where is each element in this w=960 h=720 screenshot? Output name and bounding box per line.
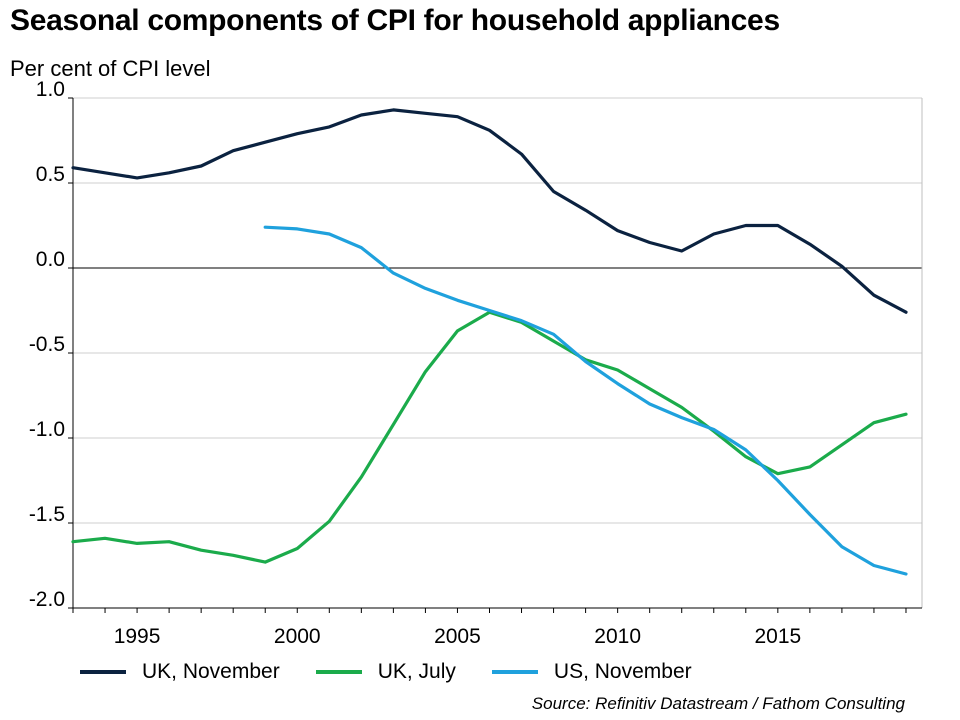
legend-swatch-us-november [491, 670, 538, 674]
x-tick-label-2000: 2000 [274, 625, 321, 648]
legend-item-uk-july: UK, July [315, 660, 456, 684]
x-tick-label-2010: 2010 [594, 625, 641, 648]
legend-swatch-uk-july [315, 670, 362, 674]
y-tick-label-0: 1.0 [36, 78, 65, 101]
legend-label-uk-july: UK, July [377, 660, 456, 683]
x-tick-label-1995: 1995 [114, 625, 161, 648]
y-tick-label-6: -2.0 [29, 588, 65, 611]
y-tick-label-1: 0.5 [36, 163, 65, 186]
series-line-uk-november [71, 108, 908, 314]
y-tick-label-5: -1.5 [29, 503, 65, 526]
legend-label-uk-november: UK, November [142, 660, 280, 683]
chart-title: Seasonal components of CPI for household… [10, 4, 780, 37]
series-line-us-november [263, 225, 908, 576]
chart-subtitle: Per cent of CPI level [10, 56, 211, 81]
legend: UK, November UK, July US, November [80, 660, 728, 684]
legend-swatch-uk-november [80, 670, 126, 674]
legend-label-us-november: US, November [553, 660, 692, 683]
legend-item-us-november: US, November [491, 660, 692, 684]
y-tick-label-3: -0.5 [29, 333, 65, 356]
legend-item-uk-november: UK, November [80, 660, 280, 684]
x-tick-label-2015: 2015 [754, 625, 801, 648]
y-tick-label-2: 0.0 [36, 248, 65, 271]
series-line-uk-july [71, 310, 908, 564]
y-tick-label-4: -1.0 [29, 418, 65, 441]
x-tick-label-2005: 2005 [434, 625, 481, 648]
source-note: Source: Refinitiv Datastream / Fathom Co… [531, 694, 905, 713]
